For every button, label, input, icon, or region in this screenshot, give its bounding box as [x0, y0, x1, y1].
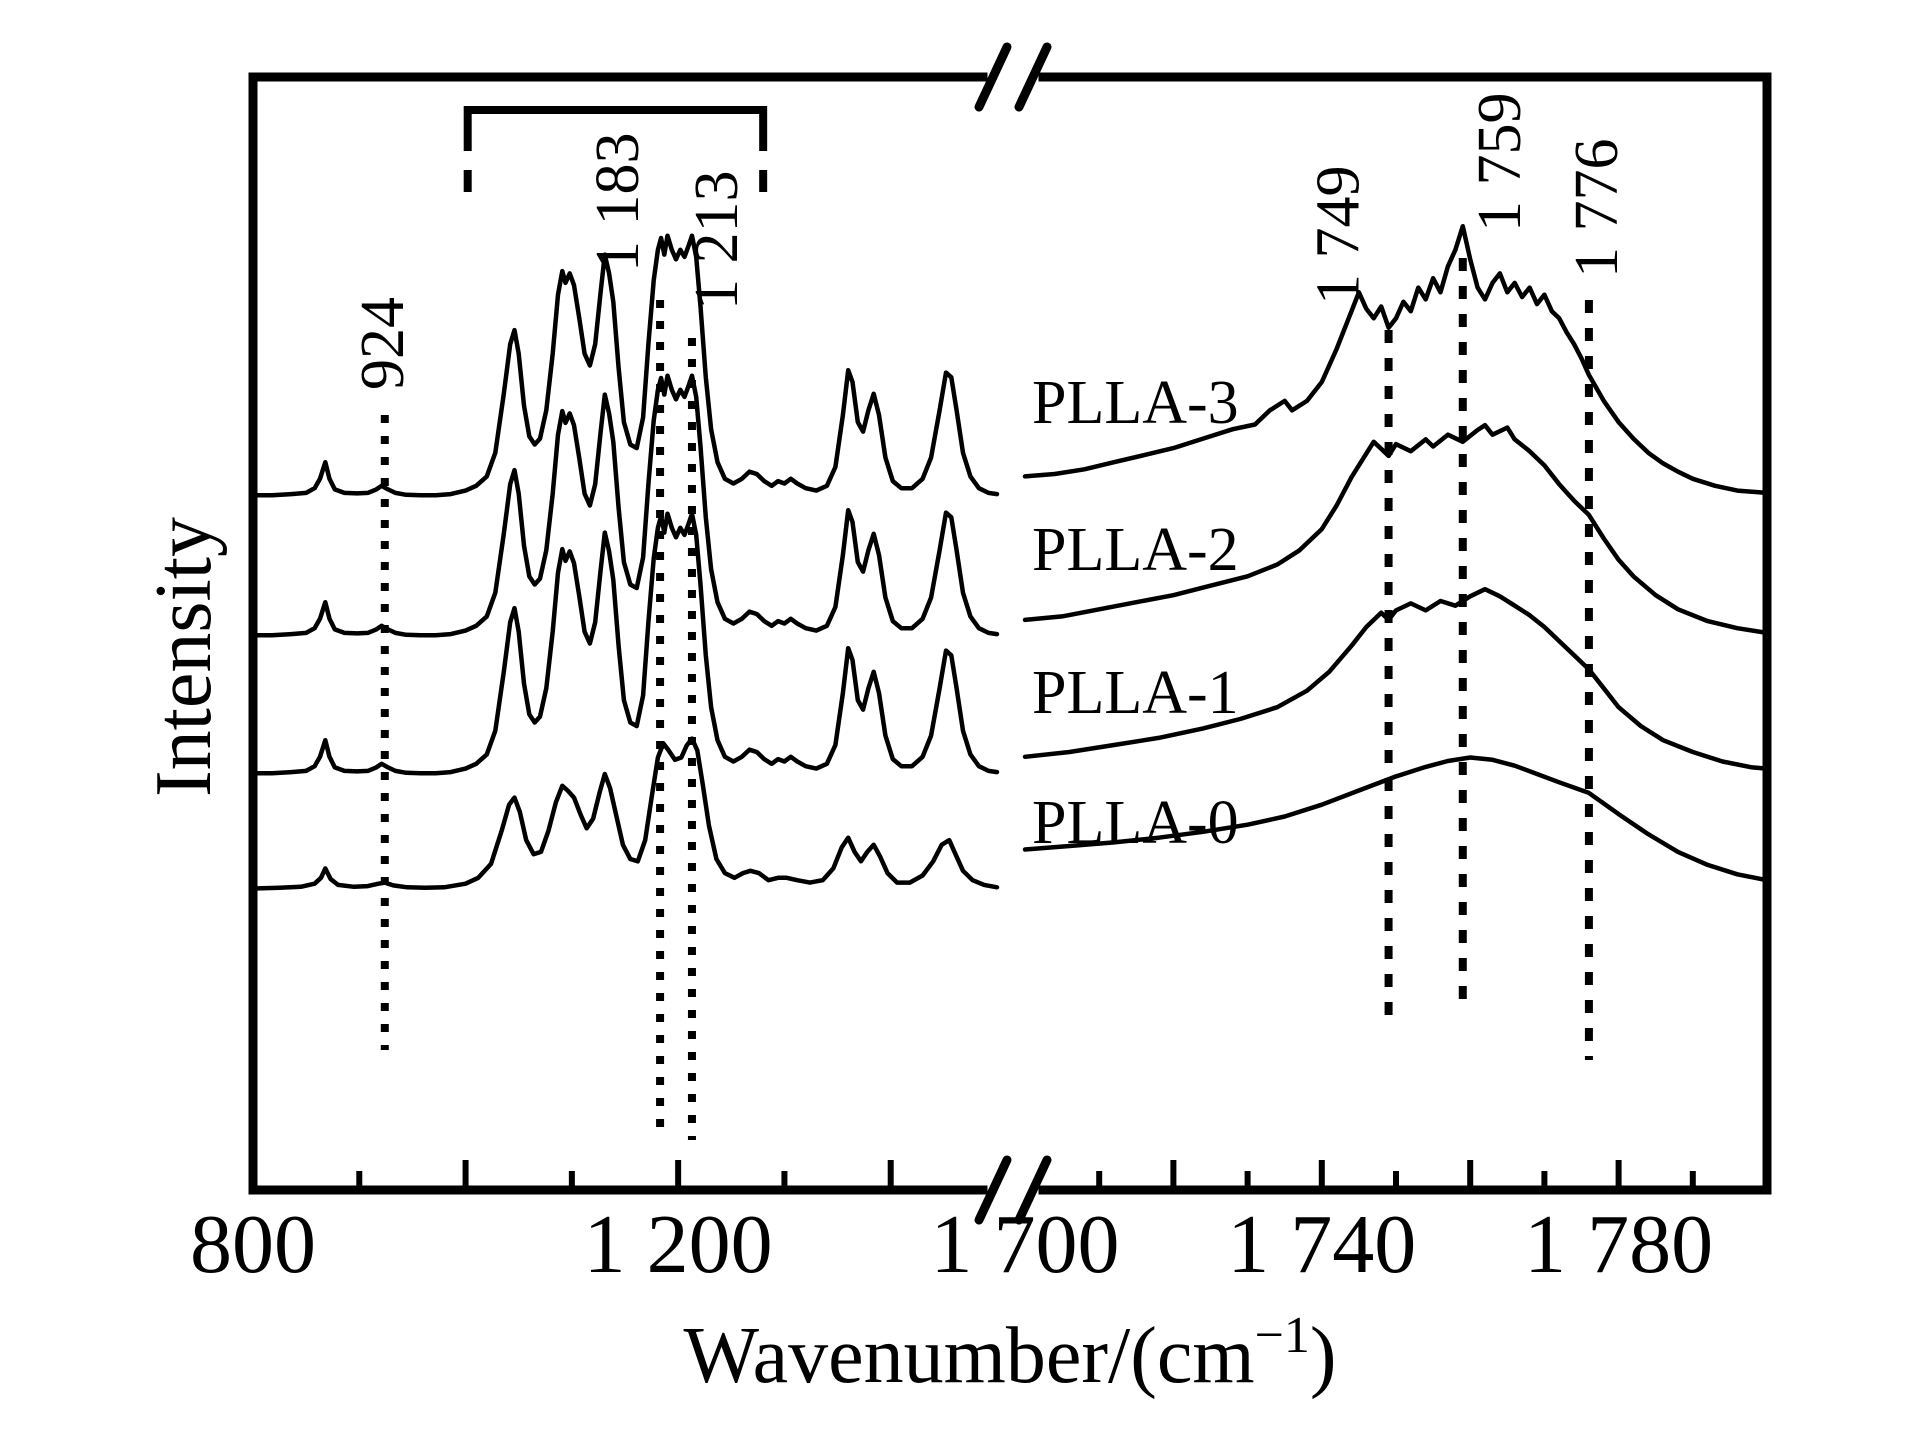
spectrum-curve-PLLA-2-left	[250, 373, 1000, 638]
x-tick-label-1700: 1 700	[931, 1198, 1120, 1291]
x-axis-title-close-paren: )	[1310, 1312, 1337, 1400]
annotation-label-1183: 1 183	[584, 133, 652, 273]
text-layer: PLLA-3 PLLA-2 PLLA-1 PLLA-0 924 1 183 1 213 1 7…	[140, 93, 1713, 1401]
spectrum-curve-PLLA-2-right	[1022, 422, 1770, 636]
x-tick-label-800: 800	[190, 1198, 316, 1291]
annotation-label-1749: 1 749	[1305, 166, 1373, 306]
series-label-PLLA-2: PLLA-2	[1032, 516, 1239, 584]
spectrum-curve-PLLA-3-left	[250, 233, 1000, 498]
plot-frame	[248, 72, 1772, 1195]
annotation-label-1776: 1 776	[1563, 139, 1631, 279]
annotation-lines-layer	[380, 106, 1593, 1140]
x-tick-label-1780: 1 780	[1524, 1198, 1713, 1291]
x-axis-title-main: Wavenumber/(cm	[683, 1312, 1254, 1400]
axes-layer	[248, 42, 1772, 1225]
spectrum-curve-PLLA-3-right	[1022, 223, 1770, 496]
spectrum-curve-PLLA-1-right	[1022, 586, 1770, 771]
annotation-label-1213: 1 213	[683, 171, 751, 311]
spectra-curves-layer	[250, 223, 1770, 891]
x-axis-title-superscript: −1	[1255, 1307, 1310, 1364]
y-axis-title: Intensity	[140, 517, 228, 797]
spectrum-curve-PLLA-0-left	[250, 736, 1000, 891]
x-axis-title: Wavenumber/(cm−1)	[683, 1307, 1336, 1400]
series-label-PLLA-0: PLLA-0	[1032, 789, 1239, 857]
x-tick-label-1740: 1 740	[1227, 1198, 1416, 1291]
axis-break-slash-bottom-2	[1014, 1155, 1052, 1225]
spectrum-curve-PLLA-0-right	[1022, 755, 1770, 883]
annotation-label-924: 924	[349, 297, 417, 390]
axis-break-slash-top-1	[974, 42, 1012, 112]
x-tick-label-1200: 1 200	[584, 1198, 773, 1291]
axis-break-slash-top-2	[1014, 42, 1052, 112]
axis-break-slash-bottom-1	[974, 1155, 1012, 1225]
series-label-PLLA-3: PLLA-3	[1032, 369, 1239, 437]
spectrum-curve-PLLA-1-left	[250, 511, 1000, 776]
annotation-label-1759: 1 759	[1466, 93, 1534, 233]
series-label-PLLA-1: PLLA-1	[1032, 659, 1239, 727]
